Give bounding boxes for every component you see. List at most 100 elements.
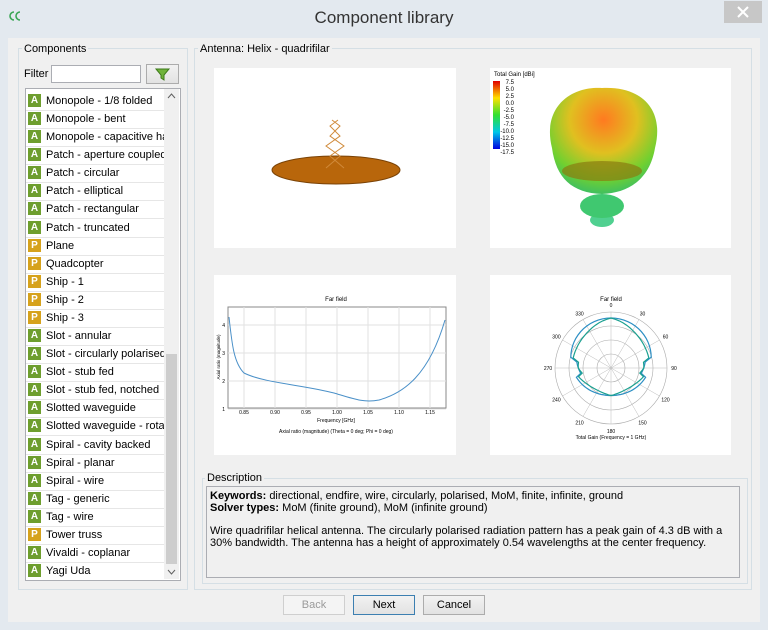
title-bar: Component library [0,0,768,38]
keywords-label: Keywords: [210,490,266,502]
legend-value: -10.0 [500,129,514,135]
list-item[interactable]: PShip - 1 [26,273,164,292]
close-button[interactable] [724,1,762,23]
item-label: Patch - aperture coupled [46,149,164,161]
group-label: Description [205,472,264,484]
window-title: Component library [0,8,768,28]
scroll-up[interactable] [167,93,176,99]
item-badge: A [28,112,41,125]
filter-label: Filter [24,68,48,80]
scroll-thumb[interactable] [166,354,177,564]
list-item[interactable]: A Slot - circularly polarised [26,345,164,364]
next-button[interactable]: Next [353,595,415,615]
item-label: Ship - 2 [46,294,164,306]
list-item[interactable]: A Yagi Uda [26,562,164,581]
item-badge: A [28,564,41,577]
legend-value: -15.0 [500,143,514,149]
list-item[interactable]: AMonopole - 1/8 folded [26,92,164,111]
list-item[interactable]: ASpiral - cavity backed [26,436,164,455]
angle-label: 150 [638,421,647,427]
item-badge: A [28,184,41,197]
spoke [611,368,639,416]
item-badge: A [28,130,41,143]
item-badge: A [28,401,41,414]
item-label: Slot - annular [46,330,164,342]
item-badge: A [28,166,41,179]
y-axis-label: Axial ratio (magnitude) [216,334,221,380]
list-item[interactable]: APatch - truncated [26,219,164,238]
ground-plane [562,161,642,181]
group-label: Components [22,43,88,55]
legend-bar [493,81,500,149]
axial-ratio-plot: Far field0.850.900.951.001.051.101.15432… [214,275,456,455]
scroll-down[interactable] [167,569,176,575]
list-item[interactable]: ASlot - stub fed, notched [26,381,164,400]
x-tick-label: 1.05 [363,410,373,416]
list-item[interactable]: PPlane [26,237,164,256]
item-label: Slot - circularly polarised [46,348,164,360]
item-label: Monopole - capacitive hat [46,131,164,143]
keywords-line: Keywords: directional, endfire, wire, ci… [210,490,736,502]
filter-button[interactable] [146,64,179,84]
angle-label: 270 [544,366,553,372]
list-item[interactable]: A Spiral - wire [26,472,164,491]
item-label: Tag - wire [46,511,164,523]
scrollbar[interactable] [164,89,179,579]
list-item[interactable]: ASpiral - planar [26,454,164,473]
close-icon [724,1,762,23]
angle-label: 210 [575,421,584,427]
cancel-button[interactable]: Cancel [423,595,485,615]
list-item[interactable]: APatch - aperture coupled [26,146,164,165]
y-tick-label: 3 [222,351,225,357]
legend-value: -12.5 [500,136,514,142]
list-item[interactable]: ASlotted waveguide [26,399,164,418]
item-badge: P [28,293,41,306]
solver-label: Solver types: [210,502,279,514]
item-label: Spiral - wire [46,475,164,487]
item-label: Spiral - planar [46,457,164,469]
item-label: Patch - circular [46,167,164,179]
spoke [611,368,659,396]
spoke [611,340,659,368]
legend-value: 0.0 [506,101,515,107]
list-item[interactable]: APatch - elliptical [26,182,164,201]
filter-input[interactable] [51,65,141,83]
list-item[interactable]: A Monopole - capacitive hat [26,128,164,147]
x-axis-label: Frequency [GHz] [317,418,355,424]
list-item[interactable]: ASlotted waveguide - rota [26,417,164,436]
list-item[interactable]: APatch - rectangular [26,200,164,219]
list-item[interactable]: AVivaldi - coplanar [26,544,164,563]
spoke [563,340,611,368]
angle-label: 0 [610,303,613,309]
item-label: Ship - 1 [46,276,164,288]
list-item[interactable]: A Patch - circular [26,164,164,183]
spoke [563,368,611,396]
list-item[interactable]: ASlot - stub fed [26,363,164,382]
item-label: Yagi Uda [46,565,164,577]
list-item[interactable]: ATag - wire [26,508,164,527]
keywords: directional, endfire, wire, circularly, … [269,490,623,502]
list-item[interactable]: AMonopole - bent [26,110,164,129]
item-label: Spiral - cavity backed [46,439,164,451]
angle-label: 330 [575,311,584,317]
x-tick-label: 0.90 [270,410,280,416]
group-label: Antenna: Helix - quadrifilar [198,43,332,55]
item-badge: A [28,347,41,360]
item-badge: A [28,474,41,487]
list-item[interactable]: ASlot - annular [26,327,164,346]
list-item[interactable]: ATag - generic [26,490,164,509]
legend-value: 2.5 [506,94,515,100]
geometry-view [214,68,456,248]
side-lobe [580,194,624,218]
list-item[interactable]: P Ship - 2 [26,291,164,310]
back-button[interactable]: Back [283,595,345,615]
list-item[interactable]: PTower truss [26,526,164,545]
y-tick-label: 1 [222,407,225,413]
solvers: MoM (finite ground), MoM (infinite groun… [282,502,487,514]
description-box: Keywords: directional, endfire, wire, ci… [206,486,740,578]
list-item[interactable]: PQuadcopter [26,255,164,274]
list-item[interactable]: PShip - 3 [26,309,164,328]
item-badge: P [28,257,41,270]
item-badge: A [28,546,41,559]
